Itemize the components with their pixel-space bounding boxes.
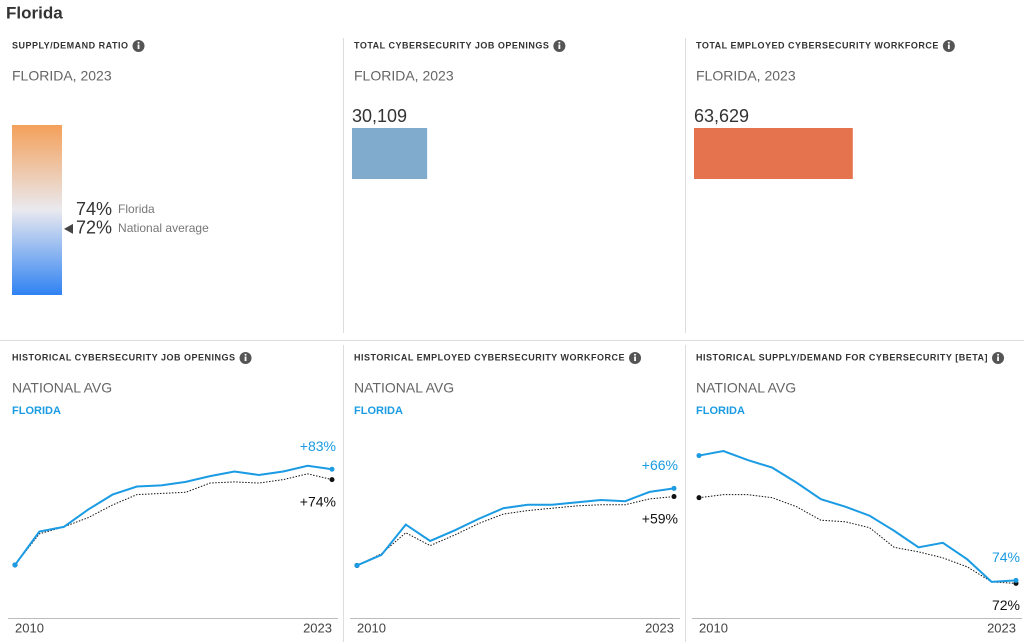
x-tick-label: 2010 xyxy=(699,620,728,635)
info-icon xyxy=(558,41,561,44)
end-point xyxy=(671,494,677,500)
info-icon xyxy=(947,41,950,44)
info-icon xyxy=(137,41,140,44)
panel-subtitle: FLORIDA, 2023 xyxy=(354,68,454,84)
info-icon xyxy=(244,356,247,361)
bar-value-label: 30,109 xyxy=(352,106,407,126)
info-icon xyxy=(997,356,999,361)
x-tick-label: 2023 xyxy=(645,620,674,635)
end-point xyxy=(329,477,335,483)
end-point xyxy=(696,453,702,459)
gauge-marker xyxy=(64,223,73,234)
end-label: +66% xyxy=(642,457,678,473)
gauge-value: 74% xyxy=(76,199,112,219)
panel-title: TOTAL EMPLOYED CYBERSECURITY WORKFORCE xyxy=(696,40,939,50)
end-label: +83% xyxy=(300,438,336,454)
end-label: +74% xyxy=(300,493,336,509)
gauge-value: 72% xyxy=(76,218,112,238)
info-icon xyxy=(634,353,637,356)
end-point xyxy=(354,562,360,568)
info-icon xyxy=(244,353,247,356)
bar xyxy=(352,128,428,179)
x-tick-label: 2010 xyxy=(15,620,44,635)
info-icon xyxy=(997,353,1000,356)
legend-entry: NATIONAL AVG xyxy=(354,380,454,396)
gauge-label: National average xyxy=(118,221,209,235)
x-tick-label: 2023 xyxy=(987,620,1016,635)
end-point xyxy=(1013,577,1019,583)
x-tick-label: 2010 xyxy=(357,620,386,635)
bar-value-label: 63,629 xyxy=(694,106,749,126)
bar xyxy=(694,128,853,179)
x-tick-label: 2023 xyxy=(303,620,332,635)
panel-subtitle: FLORIDA, 2023 xyxy=(12,68,112,84)
info-icon xyxy=(634,356,636,361)
panel-title: HISTORICAL EMPLOYED CYBERSECURITY WORKFO… xyxy=(354,352,625,362)
gauge-bar xyxy=(12,125,62,295)
legend-entry: FLORIDA xyxy=(354,405,403,417)
series-line xyxy=(698,450,1017,583)
series-line xyxy=(356,487,675,567)
info-icon xyxy=(137,44,140,49)
panel-title: TOTAL CYBERSECURITY JOB OPENINGS xyxy=(354,40,549,50)
end-point xyxy=(12,562,18,568)
series-line xyxy=(14,473,333,566)
legend-entry: NATIONAL AVG xyxy=(696,380,796,396)
panel-title: HISTORICAL SUPPLY/DEMAND FOR CYBERSECURI… xyxy=(696,352,988,362)
gauge-label: Florida xyxy=(118,202,155,216)
series-line xyxy=(14,464,333,566)
info-icon xyxy=(947,44,950,49)
panel-title: HISTORICAL CYBERSECURITY JOB OPENINGS xyxy=(12,352,236,362)
info-icon xyxy=(558,44,561,49)
legend-entry: FLORIDA xyxy=(12,405,61,417)
end-point xyxy=(696,495,702,501)
page-title: Florida xyxy=(6,3,63,22)
panel-subtitle: FLORIDA, 2023 xyxy=(696,68,796,84)
end-label: 74% xyxy=(992,549,1020,565)
series-line xyxy=(356,496,675,566)
end-point xyxy=(671,485,677,491)
legend-entry: FLORIDA xyxy=(696,405,745,417)
legend-entry: NATIONAL AVG xyxy=(12,380,112,396)
end-label: +59% xyxy=(642,510,678,526)
series-line xyxy=(698,494,1017,584)
end-point xyxy=(329,466,335,472)
end-label: 72% xyxy=(992,597,1020,613)
panel-title: SUPPLY/DEMAND RATIO xyxy=(12,40,129,50)
